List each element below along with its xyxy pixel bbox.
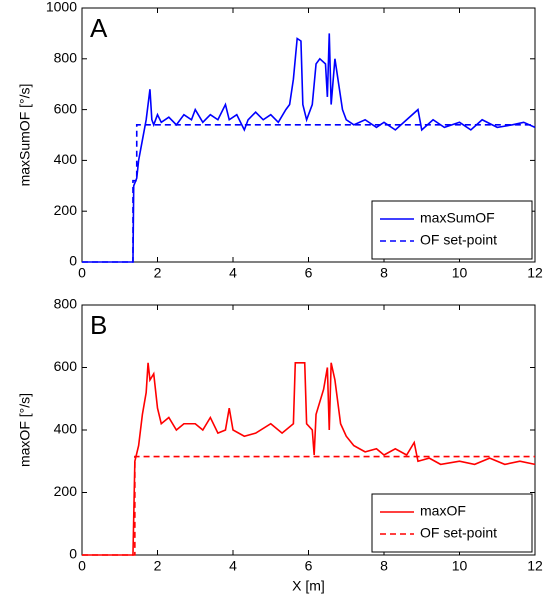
y-axis-label: maxSumOF [°/s] bbox=[17, 84, 33, 187]
x-tick-label: 12 bbox=[527, 558, 543, 574]
x-axis-label: X [m] bbox=[292, 578, 325, 594]
y-tick-label: 600 bbox=[54, 358, 78, 374]
x-tick-label: 8 bbox=[380, 558, 388, 574]
y-tick-label: 400 bbox=[54, 151, 78, 167]
y-tick-label: 1000 bbox=[46, 0, 77, 15]
data-line bbox=[82, 33, 536, 263]
x-tick-label: 0 bbox=[78, 558, 86, 574]
data-line bbox=[82, 124, 535, 263]
legend-box bbox=[371, 493, 533, 553]
y-axis-label: maxOF [°/s] bbox=[17, 393, 33, 467]
y-tick-label: 200 bbox=[54, 202, 78, 218]
y-tick-label: 800 bbox=[54, 50, 78, 66]
x-tick-label: 8 bbox=[380, 265, 388, 281]
x-tick-label: 10 bbox=[452, 558, 468, 574]
data-line bbox=[82, 362, 536, 556]
x-tick-label: 10 bbox=[452, 265, 468, 281]
x-tick-label: 12 bbox=[527, 265, 543, 281]
y-tick-label: 0 bbox=[69, 546, 77, 562]
legend-label: OF set-point bbox=[420, 232, 497, 248]
panel-label: A bbox=[90, 13, 108, 43]
y-tick-label: 200 bbox=[54, 483, 78, 499]
y-tick-label: 800 bbox=[54, 296, 78, 312]
x-tick-label: 2 bbox=[154, 265, 162, 281]
y-tick-label: 0 bbox=[69, 253, 77, 269]
legend-label: OF set-point bbox=[420, 525, 497, 541]
x-tick-label: 4 bbox=[229, 558, 237, 574]
x-tick-label: 0 bbox=[78, 265, 86, 281]
x-tick-label: 6 bbox=[305, 558, 313, 574]
x-tick-label: 4 bbox=[229, 265, 237, 281]
y-tick-label: 400 bbox=[54, 421, 78, 437]
legend-box bbox=[371, 200, 533, 260]
data-line bbox=[82, 455, 535, 556]
y-tick-label: 600 bbox=[54, 100, 78, 116]
legend-label: maxSumOF bbox=[420, 210, 495, 226]
legend-label: maxOF bbox=[420, 503, 466, 519]
x-tick-label: 2 bbox=[154, 558, 162, 574]
panel-label: B bbox=[90, 310, 107, 340]
x-tick-label: 6 bbox=[305, 265, 313, 281]
